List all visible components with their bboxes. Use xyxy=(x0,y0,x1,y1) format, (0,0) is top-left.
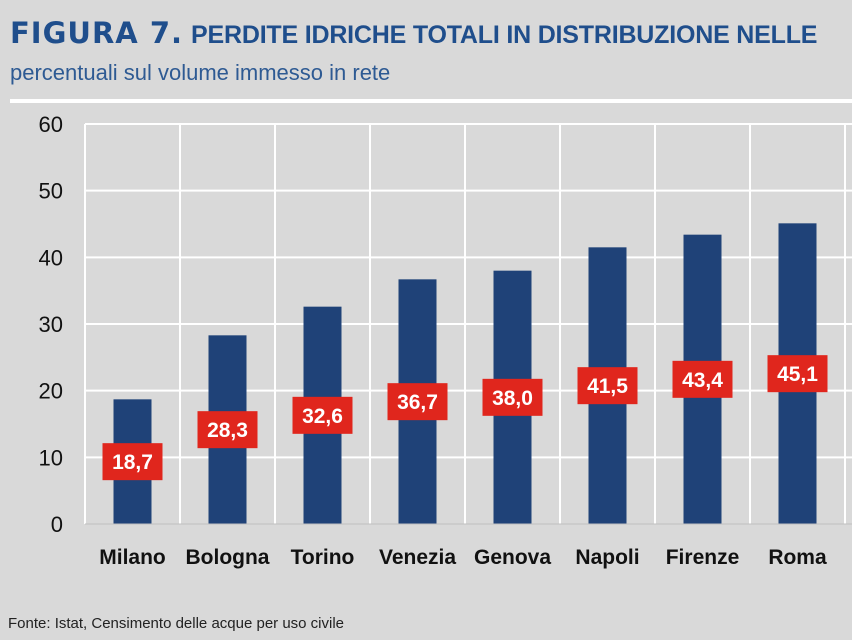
x-tick-label: Torino xyxy=(291,546,355,569)
value-label-box xyxy=(672,360,733,398)
title-text: PERDITE IDRICHE TOTALI IN DISTRIBUZIONE … xyxy=(191,21,818,49)
y-tick-label: 30 xyxy=(39,312,63,337)
labels-layer: 18,7 28,3 32,6 36,7 38,0 41,5 43,4 45,1 xyxy=(102,355,828,481)
value-label: 38,0 xyxy=(492,387,533,410)
value-label: 28,3 xyxy=(207,419,248,442)
x-tick-label: Milano xyxy=(99,546,166,569)
title-divider xyxy=(10,99,852,103)
x-tick-label: Roma xyxy=(768,546,827,569)
value-label-box xyxy=(577,367,638,405)
y-tick-label: 0 xyxy=(51,512,63,537)
grid-layer xyxy=(84,123,852,524)
value-label-box xyxy=(482,378,543,416)
y-tick-label: 60 xyxy=(39,112,63,137)
axis-layer: 0 10 20 30 40 50 60 Milano Bologna Torino Venezia G… xyxy=(39,112,852,569)
y-tick-label: 50 xyxy=(39,179,63,204)
x-tick-label: Napoli xyxy=(575,546,639,569)
source-note: Fonte: Istat, Censimento delle acque per… xyxy=(8,615,345,632)
value-label: 45,1 xyxy=(777,363,818,386)
value-label-box xyxy=(102,443,163,481)
y-tick-label: 20 xyxy=(39,379,63,404)
chart-subtitle: percentuali sul volume immesso in rete xyxy=(10,60,391,85)
x-tick-label: Genova xyxy=(474,546,551,569)
figure-label: FIGURA 7. xyxy=(10,16,184,50)
y-tick-label: 10 xyxy=(39,445,63,470)
value-label-box xyxy=(767,355,828,393)
value-label-box xyxy=(197,411,258,449)
value-label: 36,7 xyxy=(397,391,438,414)
x-tick-label: Firenze xyxy=(666,546,740,569)
value-label: 32,6 xyxy=(302,405,343,428)
value-label-box xyxy=(292,396,353,434)
value-label: 18,7 xyxy=(112,451,153,474)
x-tick-label: Venezia xyxy=(379,546,456,569)
bar-chart: 18,7 28,3 32,6 36,7 38,0 41,5 43,4 45,1 0 10 20 30… xyxy=(39,112,852,569)
value-label: 43,4 xyxy=(682,369,723,392)
chart-title: FIGURA 7. PERDITE IDRICHE TOTALI IN DISTR… xyxy=(10,16,817,50)
value-label: 41,5 xyxy=(587,375,628,398)
value-label-box xyxy=(387,383,448,421)
y-tick-label: 40 xyxy=(39,245,63,270)
x-tick-label: Bologna xyxy=(186,546,270,569)
